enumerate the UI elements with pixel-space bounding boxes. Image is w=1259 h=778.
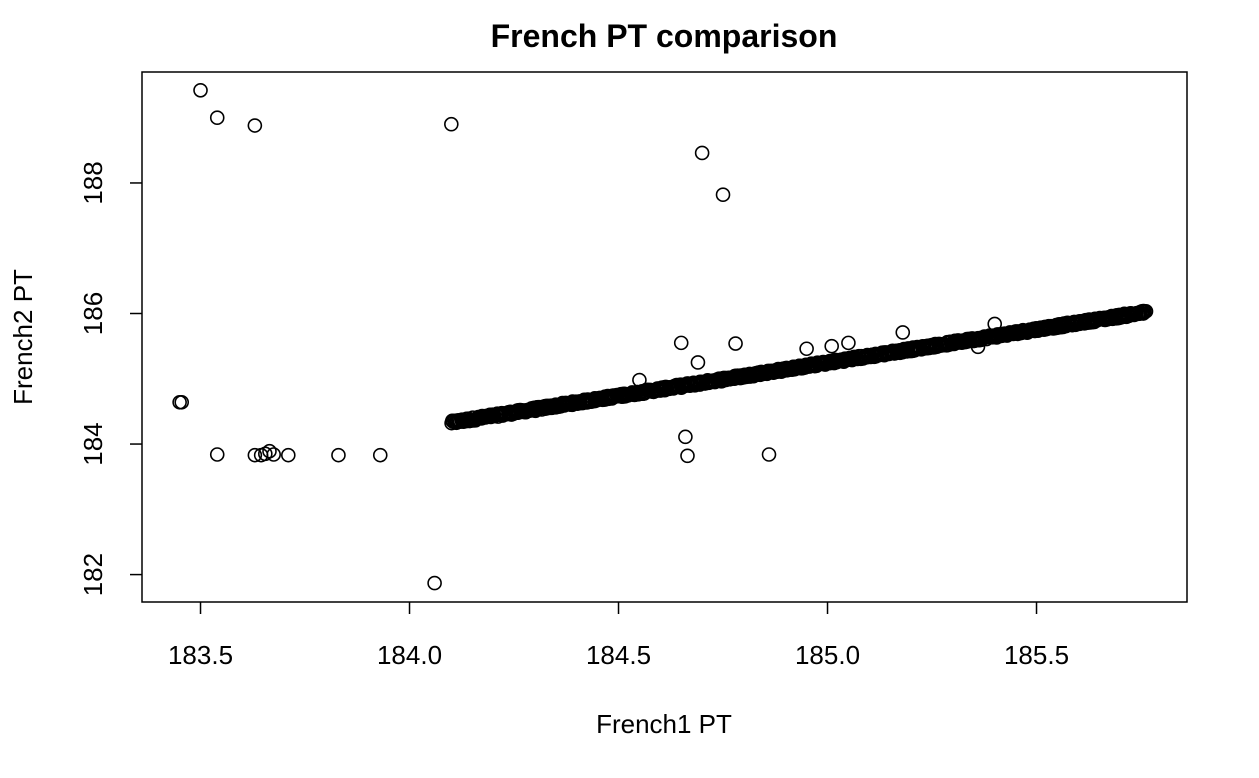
chart-title: French PT comparison	[491, 18, 838, 54]
x-tick-label: 185.0	[795, 640, 860, 670]
data-point	[680, 448, 695, 464]
data-point	[280, 447, 296, 463]
x-tick-label: 184.0	[377, 640, 442, 670]
data-point	[799, 341, 814, 357]
data-point	[678, 429, 693, 445]
data-point	[694, 145, 710, 161]
data-point	[1138, 304, 1154, 319]
data-point	[690, 355, 706, 370]
data-point	[970, 339, 986, 355]
data-point	[632, 372, 647, 388]
data-point	[193, 82, 208, 98]
plot-frame	[141, 71, 1188, 603]
data-point	[174, 394, 190, 410]
y-tick-label: 184	[78, 422, 108, 465]
data-point	[444, 116, 459, 132]
data-point	[331, 447, 346, 463]
data-point	[987, 316, 1003, 332]
x-tick-label: 184.5	[586, 640, 651, 670]
data-points	[172, 82, 1154, 591]
data-point	[761, 447, 777, 462]
data-point	[372, 447, 388, 463]
x-tick-label: 183.5	[168, 640, 233, 670]
data-point	[715, 187, 731, 203]
data-point	[841, 335, 856, 351]
data-point	[728, 336, 743, 351]
data-point	[247, 118, 263, 133]
data-point	[262, 443, 277, 459]
y-axis-label: French2 PT	[8, 269, 38, 405]
y-axis: 182 184 186 188	[78, 161, 142, 596]
y-tick-label: 188	[78, 161, 108, 204]
data-point	[427, 575, 442, 591]
x-axis-label: French1 PT	[596, 709, 732, 739]
data-point	[673, 335, 689, 351]
x-axis: 183.5 184.0 184.5 185.0 185.5	[168, 602, 1069, 670]
data-point	[824, 338, 840, 354]
y-tick-label: 186	[78, 292, 108, 335]
data-point	[895, 325, 911, 340]
x-tick-label: 185.5	[1004, 640, 1069, 670]
data-point	[209, 447, 225, 462]
data-point	[247, 447, 263, 463]
data-point	[209, 110, 225, 125]
data-point	[266, 447, 281, 462]
y-tick-label: 182	[78, 553, 108, 596]
